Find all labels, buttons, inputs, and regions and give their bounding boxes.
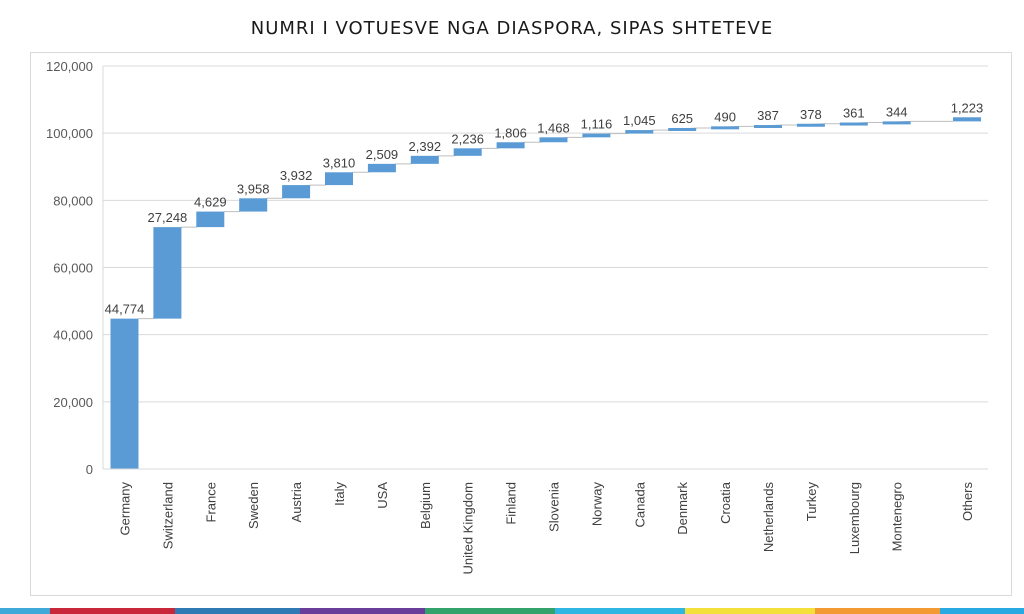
x-category-label: USA: [375, 482, 390, 509]
bar: [453, 148, 482, 156]
footer-color-strip: [0, 608, 1024, 614]
data-label: 1,223: [951, 100, 984, 115]
x-category-label: Others: [960, 482, 975, 522]
y-tick-label: 20,000: [53, 395, 93, 410]
x-category-label: Norway: [589, 482, 604, 527]
bar: [410, 155, 439, 164]
bar: [839, 122, 868, 126]
bar: [668, 127, 697, 131]
footer-color-segment: [50, 608, 175, 614]
bar: [711, 126, 740, 130]
x-category-label: Germany: [118, 482, 133, 536]
x-category-label: Montenegro: [890, 482, 905, 551]
chart-title: NUMRI I VOTUESVE NGA DIASPORA, SIPAS SHT…: [250, 18, 774, 39]
footer-color-segment: [175, 608, 300, 614]
x-category-label: Finland: [504, 482, 519, 525]
footer-color-segment: [300, 608, 425, 614]
data-label: 2,236: [451, 131, 484, 146]
data-label: 361: [843, 106, 865, 121]
bar: [153, 227, 182, 319]
y-tick-label: 40,000: [53, 328, 93, 343]
x-category-label: Denmark: [675, 482, 690, 535]
x-category-label: Luxembourg: [847, 482, 862, 554]
bar: [496, 142, 525, 149]
footer-color-segment: [685, 608, 815, 614]
bar: [796, 123, 825, 127]
bar: [196, 211, 225, 228]
bar: [539, 137, 568, 143]
y-tick-label: 60,000: [53, 261, 93, 276]
footer-color-segment: [0, 608, 50, 614]
x-category-label: France: [203, 482, 218, 522]
data-label: 3,810: [323, 155, 356, 170]
data-label: 44,774: [105, 302, 145, 317]
data-label: 490: [714, 109, 736, 124]
footer-color-segment: [555, 608, 685, 614]
data-label: 378: [800, 107, 822, 122]
data-label: 1,806: [494, 125, 527, 140]
x-category-label: Austria: [289, 481, 304, 522]
bar: [367, 163, 396, 173]
y-tick-label: 120,000: [46, 59, 93, 74]
x-category-label: Netherlands: [761, 482, 776, 553]
x-category-label: Croatia: [718, 481, 733, 524]
y-tick-label: 100,000: [46, 126, 93, 141]
data-label: 4,629: [194, 195, 227, 210]
x-category-label: Canada: [632, 481, 647, 527]
footer-color-segment: [815, 608, 940, 614]
data-label: 3,932: [280, 168, 313, 183]
data-label: 2,509: [366, 147, 399, 162]
x-category-label: Sweden: [246, 482, 261, 529]
x-category-label: Switzerland: [160, 482, 175, 549]
chart-area: [30, 52, 1012, 596]
data-label: 27,248: [148, 210, 188, 225]
data-label: 1,045: [623, 113, 656, 128]
data-label: 1,468: [537, 120, 570, 135]
x-category-label: Turkey: [804, 482, 819, 522]
x-category-label: Slovenia: [547, 481, 562, 532]
x-category-label: Italy: [332, 482, 347, 506]
x-category-label: Belgium: [418, 482, 433, 529]
data-label: 1,116: [581, 117, 613, 132]
data-label: 344: [886, 104, 908, 119]
footer-color-segment: [425, 608, 555, 614]
connector-line: [138, 120, 953, 320]
bar: [239, 198, 268, 212]
footer-color-segment: [940, 608, 1024, 614]
data-label: 3,958: [237, 181, 270, 196]
data-label: 387: [757, 108, 779, 123]
bar: [582, 133, 611, 138]
y-tick-label: 80,000: [53, 193, 93, 208]
bar: [754, 125, 782, 129]
bar: [282, 185, 311, 199]
bar: [625, 130, 654, 134]
bar: [110, 318, 139, 469]
bar: [882, 121, 911, 125]
data-label: 2,392: [409, 139, 442, 154]
x-category-label: United Kingdom: [461, 482, 476, 575]
bar: [953, 117, 981, 122]
y-tick-label: 0: [86, 462, 93, 477]
data-label: 625: [671, 111, 693, 126]
bar: [325, 172, 353, 186]
